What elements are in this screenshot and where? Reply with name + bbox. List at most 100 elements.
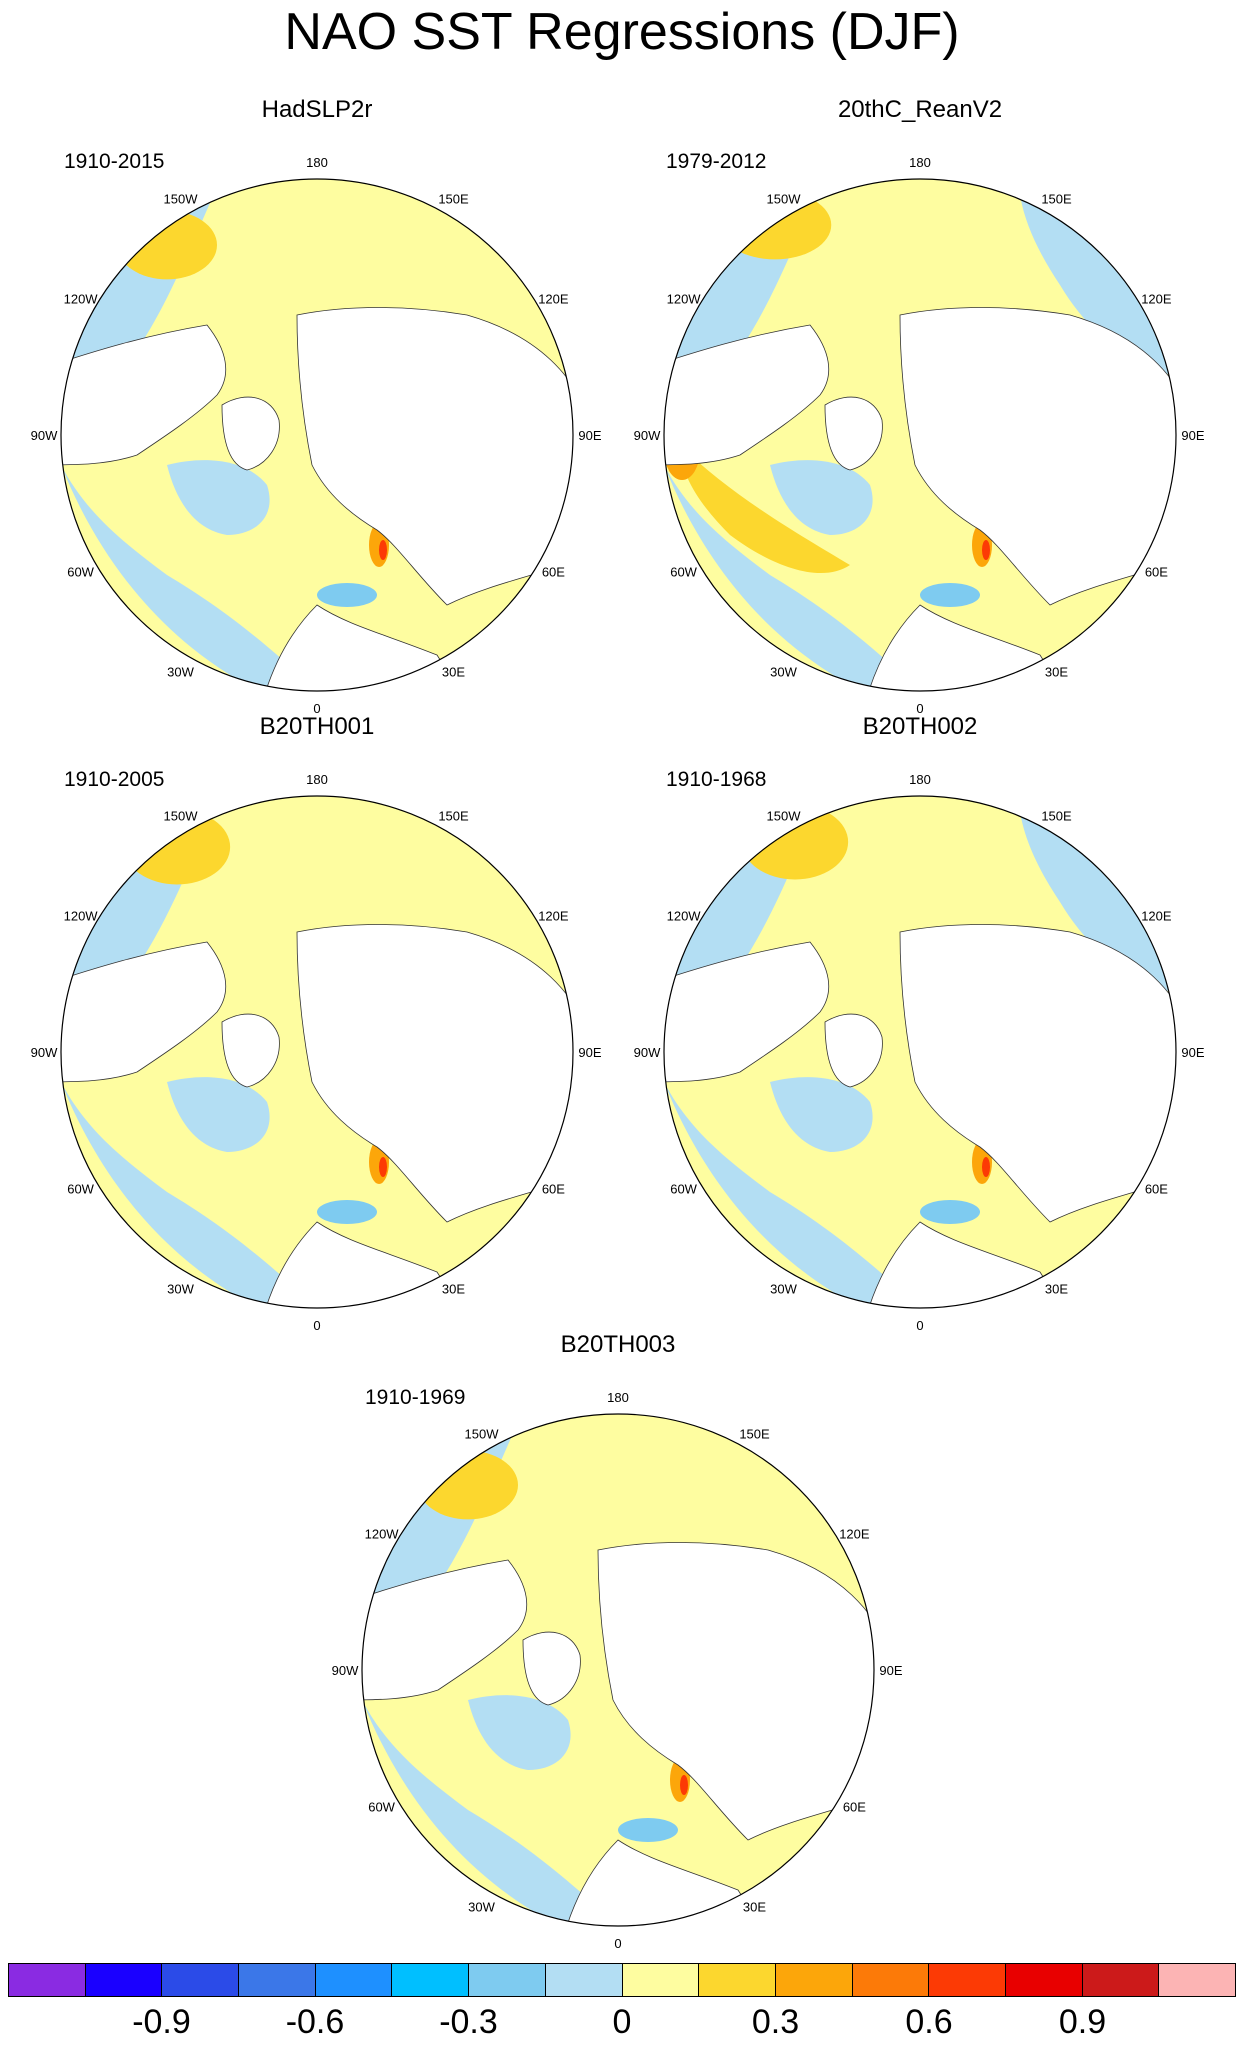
sst-field bbox=[664, 179, 1176, 691]
colorbar-labels: -0.9 -0.6 -0.3 0 0.3 0.6 0.9 bbox=[0, 2000, 1244, 2046]
land-greenland bbox=[824, 1013, 883, 1088]
longitude-label: 120W bbox=[667, 909, 702, 924]
longitude-label: 150W bbox=[767, 192, 802, 207]
panel-title: B20TH003 bbox=[560, 1331, 676, 1358]
panel-year-range: 1910-2015 bbox=[64, 150, 165, 173]
longitude-label: 30E bbox=[442, 1281, 465, 1296]
longitude-label: 120E bbox=[1141, 292, 1172, 307]
negative-anomaly bbox=[317, 583, 377, 607]
land-greenland bbox=[824, 396, 883, 471]
panel-year-range: 1910-1968 bbox=[666, 768, 767, 791]
longitude-label: 30E bbox=[442, 664, 465, 679]
longitude-label: 60W bbox=[670, 1182, 697, 1197]
colorbar-swatch bbox=[622, 1964, 700, 1996]
colorbar-swatch bbox=[1005, 1964, 1083, 1996]
longitude-label: 90W bbox=[31, 1045, 58, 1060]
map-panel: B20TH001 1910-2005 180 150E 120E 90E 60E 30E 0 30… bbox=[17, 712, 617, 1352]
longitude-label: 180 bbox=[306, 772, 328, 787]
map-border bbox=[60, 178, 574, 692]
colorbar-swatch bbox=[1159, 1964, 1235, 1996]
negative-anomaly bbox=[618, 1818, 678, 1842]
map-panel: HadSLP2r 1910-2015 180 150E 120E 90E 60E 30E 0 30… bbox=[17, 95, 617, 735]
longitude-label: 180 bbox=[306, 155, 328, 170]
land-eurasia bbox=[899, 307, 1176, 606]
colorbar-tick-label: -0.9 bbox=[132, 2003, 191, 2041]
longitude-label: 30W bbox=[770, 664, 797, 679]
longitude-label: 60W bbox=[368, 1800, 395, 1815]
longitude-label: 120E bbox=[839, 1527, 870, 1542]
longitude-label: 0 bbox=[916, 1318, 923, 1333]
panel-year-range: 1910-2005 bbox=[64, 768, 165, 791]
longitude-label: 120E bbox=[538, 292, 569, 307]
subpolar-anomaly bbox=[167, 1077, 270, 1152]
longitude-label: 0 bbox=[614, 1936, 621, 1951]
subpolar-anomaly bbox=[468, 1695, 571, 1770]
sst-field bbox=[61, 796, 573, 1308]
map-border bbox=[60, 795, 574, 1309]
land-north-america bbox=[664, 324, 830, 466]
land-eurasia bbox=[899, 924, 1176, 1223]
pacific-anomaly bbox=[417, 812, 569, 992]
pacific-anomaly bbox=[417, 195, 569, 375]
longitude-label: 60E bbox=[843, 1800, 866, 1815]
colorbar-swatch bbox=[239, 1964, 316, 1996]
longitude-label: 60E bbox=[542, 565, 565, 580]
polar-map: 180 150E 120E 90E 60E 30E 0 30W 60W 90W 120W 150W bbox=[31, 772, 602, 1333]
colorbar-tick-label: 0.9 bbox=[1058, 2003, 1107, 2041]
polar-map: 180 150E 120E 90E 60E 30E 0 30W 60W 90W 120W 150W bbox=[31, 155, 602, 716]
colorbar-swatch bbox=[469, 1964, 546, 1996]
colorbar-swatch bbox=[775, 1964, 853, 1996]
longitude-label: 120W bbox=[64, 292, 99, 307]
polar-map: 180 150E 120E 90E 60E 30E 0 30W 60W 90W 120W 150W bbox=[634, 772, 1205, 1333]
colorbar-tick-label: 0.3 bbox=[751, 2003, 800, 2041]
longitude-label: 0 bbox=[313, 701, 320, 716]
colorbar-swatch bbox=[315, 1964, 393, 1996]
map-panel: 20thC_ReanV2 1979-2012 180 150E 120E 90E 60E 30… bbox=[620, 95, 1220, 735]
longitude-label: 30E bbox=[1045, 664, 1068, 679]
panel-title: B20TH002 bbox=[862, 713, 978, 740]
longitude-label: 120W bbox=[365, 1527, 400, 1542]
longitude-label: 180 bbox=[909, 155, 931, 170]
longitude-label: 30W bbox=[167, 1281, 194, 1296]
colorbar bbox=[8, 1963, 1236, 1997]
colorbar-swatch bbox=[852, 1964, 930, 1996]
positive-anomaly bbox=[680, 445, 850, 574]
negative-anomaly bbox=[317, 1200, 377, 1224]
map-panel: B20TH003 1910-1969 180 150E 120E 90E 60E 30E 0 30… bbox=[318, 1330, 918, 1970]
land-africa bbox=[256, 1221, 468, 1308]
sst-field bbox=[664, 796, 1176, 1308]
longitude-label: 60E bbox=[1145, 565, 1168, 580]
colorbar-swatch bbox=[85, 1964, 163, 1996]
pacific-anomaly bbox=[1020, 195, 1172, 375]
longitude-label: 150W bbox=[465, 1427, 500, 1442]
longitude-label: 150W bbox=[164, 192, 199, 207]
map-border bbox=[663, 795, 1177, 1309]
colorbar-swatch bbox=[9, 1964, 86, 1996]
panel-title: HadSLP2r bbox=[261, 96, 373, 123]
pacific-anomaly bbox=[1020, 812, 1172, 992]
colorbar-swatch bbox=[699, 1964, 776, 1996]
land-eurasia bbox=[296, 924, 573, 1223]
longitude-label: 0 bbox=[916, 701, 923, 716]
panel-year-range: 1979-2012 bbox=[666, 150, 767, 173]
longitude-label: 60W bbox=[67, 1182, 94, 1197]
map-border bbox=[663, 178, 1177, 692]
panel-year-range: 1910-1969 bbox=[365, 1386, 466, 1409]
map-panel: B20TH002 1910-1968 180 150E 120E 90E 60E 30E 0 30… bbox=[620, 712, 1220, 1352]
longitude-label: 90E bbox=[879, 1663, 902, 1678]
sst-field bbox=[61, 179, 573, 691]
land-africa bbox=[859, 604, 1071, 691]
colorbar-swatch bbox=[162, 1964, 240, 1996]
longitude-label: 180 bbox=[909, 772, 931, 787]
positive-anomaly bbox=[418, 1450, 518, 1520]
longitude-label: 90E bbox=[1181, 1045, 1204, 1060]
land-north-america bbox=[664, 941, 830, 1083]
colorbar-swatch bbox=[545, 1964, 623, 1996]
longitude-label: 60E bbox=[1145, 1182, 1168, 1197]
longitude-label: 150W bbox=[767, 809, 802, 824]
panel-title: B20TH001 bbox=[259, 713, 375, 740]
longitude-label: 60W bbox=[670, 565, 697, 580]
negative-anomaly bbox=[920, 583, 980, 607]
positive-anomaly bbox=[379, 1157, 387, 1177]
longitude-label: 60E bbox=[542, 1182, 565, 1197]
